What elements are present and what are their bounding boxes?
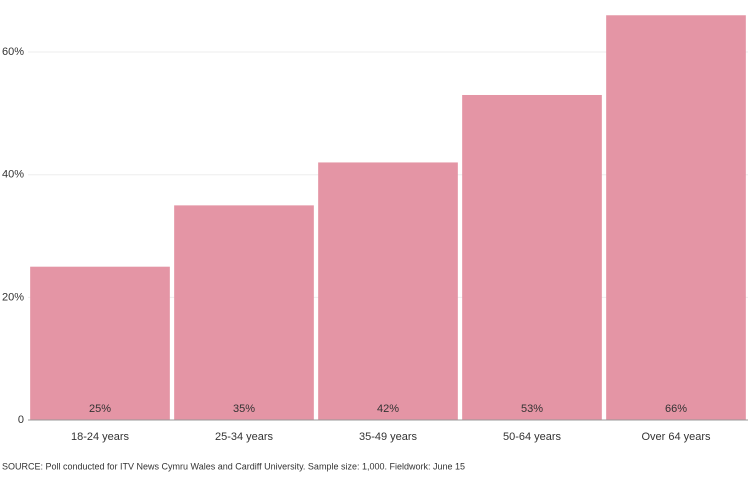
x-tick-label: Over 64 years (641, 431, 711, 443)
value-label: 25% (89, 403, 111, 415)
y-tick-label: 40% (2, 169, 24, 181)
bar (30, 266, 170, 420)
y-tick-label: 60% (2, 46, 24, 58)
value-label: 35% (233, 403, 255, 415)
bar (174, 205, 314, 420)
value-label: 42% (377, 403, 399, 415)
bar (318, 162, 458, 421)
x-tick-label: 25-34 years (215, 431, 274, 443)
value-label: 66% (665, 403, 687, 415)
y-tick-label: 20% (2, 291, 24, 303)
y-tick-label: 0 (18, 414, 24, 426)
x-tick-label: 50-64 years (503, 431, 562, 443)
bar (462, 94, 602, 420)
value-label: 53% (521, 403, 543, 415)
x-tick-label: 18-24 years (71, 431, 130, 443)
x-tick-label: 35-49 years (359, 431, 418, 443)
source-note: SOURCE: Poll conducted for ITV News Cymr… (2, 461, 465, 471)
bar (606, 15, 746, 420)
